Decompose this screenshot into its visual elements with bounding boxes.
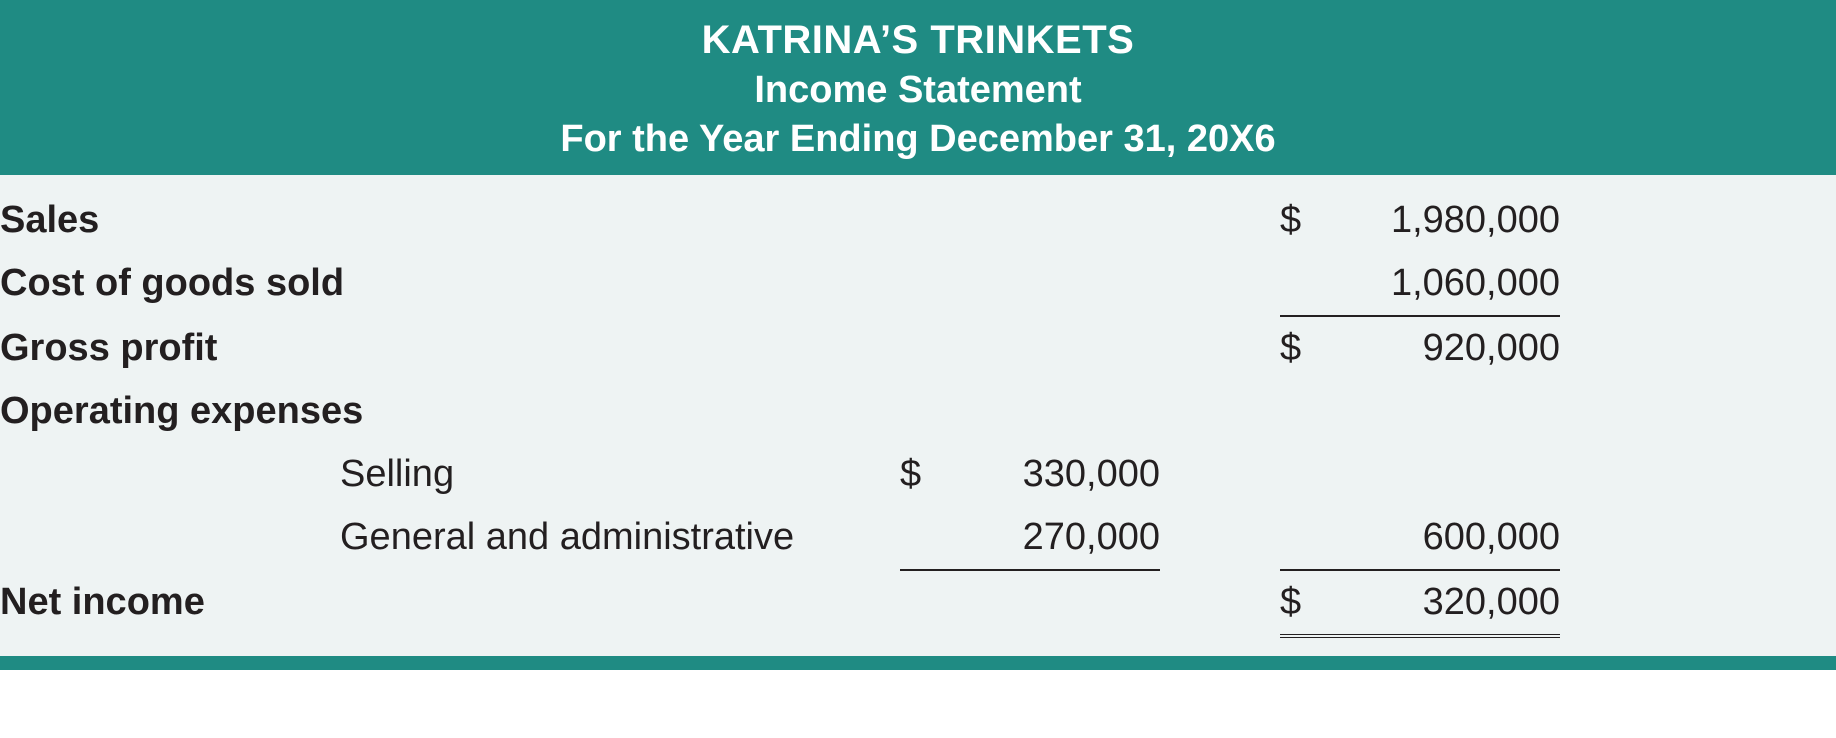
statement-header: KATRINA’S TRINKETS Income Statement For …	[0, 0, 1836, 175]
label-ga: General and administrative	[0, 506, 900, 570]
row-selling: Selling $ 330,000	[0, 443, 1836, 506]
statement-title: Income Statement	[0, 69, 1836, 112]
value-selling: 330,000	[960, 443, 1160, 506]
income-statement: KATRINA’S TRINKETS Income Statement For …	[0, 0, 1836, 670]
row-sales: Sales $ 1,980,000	[0, 189, 1836, 252]
row-cogs: Cost of goods sold 1,060,000	[0, 252, 1836, 316]
currency-gross: $	[1280, 316, 1340, 380]
label-opex: Operating expenses	[0, 380, 900, 443]
label-net-income: Net income	[0, 570, 900, 636]
label-gross-profit: Gross profit	[0, 316, 900, 380]
company-name: KATRINA’S TRINKETS	[0, 18, 1836, 63]
statement-period: For the Year Ending December 31, 20X6	[0, 118, 1836, 161]
statement-table: Sales $ 1,980,000 Cost of goods sold 1,0…	[0, 189, 1836, 638]
statement-body: Sales $ 1,980,000 Cost of goods sold 1,0…	[0, 175, 1836, 656]
value-cogs: 1,060,000	[1340, 252, 1560, 316]
label-cogs: Cost of goods sold	[0, 252, 900, 316]
footer-rule	[0, 656, 1836, 670]
currency-sales: $	[1280, 189, 1340, 252]
value-net-income: 320,000	[1340, 570, 1560, 636]
value-gross-profit: 920,000	[1340, 316, 1560, 380]
value-ga: 270,000	[960, 506, 1160, 570]
currency-selling: $	[900, 443, 960, 506]
label-selling: Selling	[0, 443, 900, 506]
value-sales: 1,980,000	[1340, 189, 1560, 252]
row-ga: General and administrative 270,000 600,0…	[0, 506, 1836, 570]
currency-net: $	[1280, 570, 1340, 636]
label-sales: Sales	[0, 189, 900, 252]
row-opex-header: Operating expenses	[0, 380, 1836, 443]
value-opex-total: 600,000	[1340, 506, 1560, 570]
row-net-income: Net income $ 320,000	[0, 570, 1836, 636]
row-gross-profit: Gross profit $ 920,000	[0, 316, 1836, 380]
